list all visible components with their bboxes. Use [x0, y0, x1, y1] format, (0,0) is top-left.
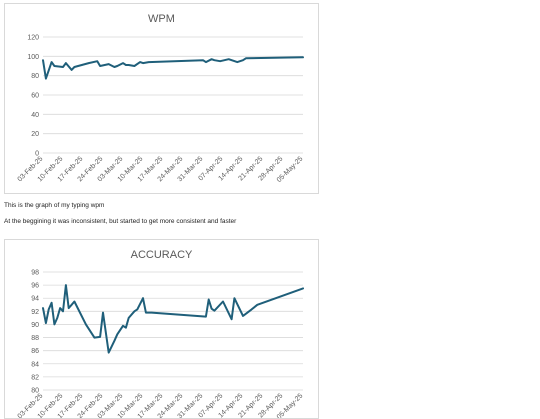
- acc-y-tick-label: 80: [31, 388, 39, 395]
- acc-y-tick-label: 94: [31, 296, 39, 303]
- wpm-chart: WPM 0 20 40 60 80 100 120 03-Feb-25 10-Feb-25 17-F…: [4, 3, 319, 194]
- wpm-chart-title: WPM: [148, 13, 175, 25]
- accuracy-chart: ACCURACY 80 82 84 86 88 90 92 94 96 98 03-Feb-25 10-…: [4, 239, 319, 419]
- acc-y-tick-label: 86: [31, 348, 39, 355]
- acc-y-tick-label: 90: [31, 322, 39, 329]
- acc-y-tick-label: 96: [31, 283, 39, 290]
- acc-y-tick-label: 92: [31, 309, 39, 316]
- wpm-series-line: [42, 56, 304, 80]
- acc-y-tick-label: 88: [31, 335, 39, 342]
- wpm-y-tick-label: 40: [31, 112, 39, 119]
- acc-y-tick-label: 98: [31, 270, 39, 277]
- wpm-y-tick-label: 120: [27, 35, 39, 42]
- accuracy-chart-svg: ACCURACY8082848688909294969803-Feb-2510-…: [17, 249, 305, 418]
- wpm-y-tick-label: 100: [27, 54, 39, 61]
- acc-chart-title: ACCURACY: [131, 249, 193, 261]
- wpm-chart-svg: WPM02040608010012003-Feb-2510-Feb-2517-F…: [17, 13, 305, 184]
- acc-series-line: [42, 284, 304, 354]
- wpm-y-tick-label: 20: [31, 131, 39, 138]
- wpm-y-tick-label: 60: [31, 93, 39, 100]
- note-line-1: This is the graph of my typing wpm: [4, 202, 105, 209]
- acc-y-tick-label: 84: [31, 361, 39, 368]
- note-line-2: At the beggining it was inconsistent, bu…: [4, 218, 237, 225]
- wpm-y-tick-label: 80: [31, 73, 39, 80]
- wpm-y-tick-label: 0: [35, 151, 39, 158]
- acc-y-tick-label: 82: [31, 374, 39, 381]
